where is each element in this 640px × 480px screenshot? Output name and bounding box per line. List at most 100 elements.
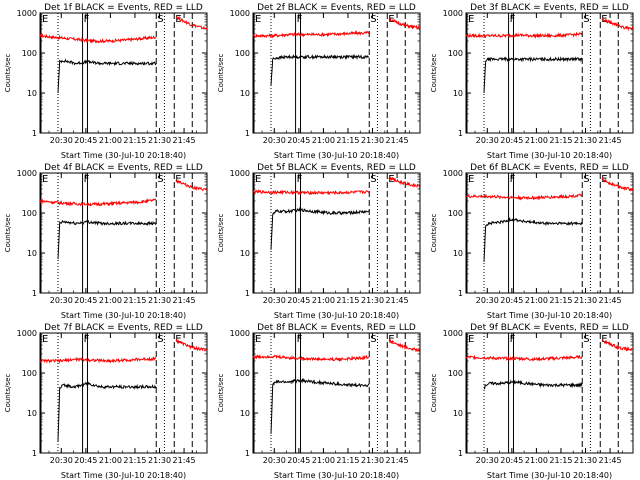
plot-frame: [39, 172, 208, 294]
x-tick-label: 21:00: [525, 296, 548, 305]
series-line: [252, 29, 370, 39]
x-tick-label: 21:15: [123, 456, 146, 465]
chart-title: Det 5f BLACK = Events, RED = LLD: [257, 163, 416, 173]
chart-panel-4: Det 4f BLACK = Events, RED = LLD Start Ti…: [4, 163, 208, 320]
chart-title: Det 3f BLACK = Events, RED = LLD: [470, 3, 629, 13]
x-tick-label: 21:15: [123, 296, 146, 305]
event-marker-label: F: [84, 14, 90, 25]
event-marker-label: E: [255, 14, 261, 25]
x-tick-label: 21:30: [361, 456, 384, 465]
series-line: [270, 206, 370, 250]
plot-frame: [252, 172, 421, 294]
x-tick-label: 21:30: [361, 296, 384, 305]
series-line: [483, 216, 583, 262]
x-tick-label: 21:45: [386, 456, 409, 465]
y-tick-label: 1000: [230, 169, 250, 178]
plot-frame: [465, 332, 634, 454]
y-tick-label: 1000: [17, 9, 37, 18]
y-axis-label: Counts/sec: [217, 54, 225, 93]
series-line: [39, 33, 157, 44]
event-marker-label: F: [297, 14, 303, 25]
x-tick-label: 20:45: [74, 296, 97, 305]
y-tick-label: 1: [245, 129, 250, 138]
x-tick-label: 21:30: [574, 136, 597, 145]
y-tick-label: 1000: [17, 169, 37, 178]
event-marker-label: E: [601, 334, 607, 345]
x-tick-label: 20:30: [263, 136, 286, 145]
series-line: [175, 338, 207, 352]
x-tick-label: 20:30: [476, 456, 499, 465]
event-marker-label: F: [84, 334, 90, 345]
plot-frame: [465, 12, 634, 134]
series-line: [388, 176, 421, 188]
x-tick-label: 21:15: [549, 136, 572, 145]
x-tick-label: 20:45: [287, 296, 310, 305]
y-tick-label: 10: [453, 409, 463, 418]
event-marker-label: E: [175, 334, 181, 345]
event-marker-label: E: [42, 334, 48, 345]
series-line: [466, 193, 583, 201]
event-marker-label: S: [157, 14, 163, 25]
y-tick-label: 1: [245, 449, 250, 458]
x-tick-label: 21:15: [549, 456, 572, 465]
x-axis-label: Start Time (30-Jul-10 20:18:40): [487, 471, 612, 480]
x-tick-label: 21:30: [574, 456, 597, 465]
series-line: [388, 17, 421, 31]
y-tick-label: 100: [448, 369, 463, 378]
y-tick-label: 1: [32, 129, 37, 138]
x-tick-label: 20:30: [476, 136, 499, 145]
x-tick-label: 21:45: [173, 456, 196, 465]
x-tick-label: 21:15: [549, 296, 572, 305]
plot-frame: [39, 332, 208, 454]
y-axis-label: Counts/sec: [217, 214, 225, 253]
x-tick-label: 20:30: [50, 456, 73, 465]
x-tick-label: 20:30: [50, 296, 73, 305]
event-marker-label: S: [583, 14, 589, 25]
x-axis-label: Start Time (30-Jul-10 20:18:40): [61, 151, 186, 160]
x-tick-label: 20:30: [263, 456, 286, 465]
y-tick-label: 10: [240, 409, 250, 418]
event-marker-label: F: [510, 14, 516, 25]
y-tick-label: 100: [235, 209, 250, 218]
y-tick-label: 10: [240, 249, 250, 258]
y-tick-label: 1: [458, 449, 463, 458]
x-tick-label: 21:45: [599, 136, 622, 145]
x-axis-label: Start Time (30-Jul-10 20:18:40): [274, 471, 399, 480]
y-axis-label: Counts/sec: [430, 374, 438, 413]
y-tick-label: 1: [245, 289, 250, 298]
event-marker-label: S: [370, 334, 376, 345]
chart-title: Det 4f BLACK = Events, RED = LLD: [44, 163, 203, 173]
x-tick-label: 20:45: [287, 136, 310, 145]
event-marker-label: E: [601, 14, 607, 25]
y-tick-label: 100: [235, 49, 250, 58]
event-marker-label: E: [42, 174, 48, 185]
x-tick-label: 21:45: [173, 136, 196, 145]
event-marker-label: E: [468, 334, 474, 345]
chart-title: Det 6f BLACK = Events, RED = LLD: [470, 163, 629, 173]
series-line: [175, 179, 208, 192]
x-axis-label: Start Time (30-Jul-10 20:18:40): [274, 151, 399, 160]
y-axis-label: Counts/sec: [4, 214, 12, 253]
x-axis-label: Start Time (30-Jul-10 20:18:40): [61, 471, 186, 480]
event-marker-label: F: [297, 174, 303, 185]
x-tick-label: 20:45: [500, 136, 523, 145]
y-tick-label: 100: [448, 209, 463, 218]
plot-frame: [252, 12, 421, 134]
chart-panel-7: Det 7f BLACK = Events, RED = LLD Start Ti…: [4, 323, 208, 480]
series-line: [601, 339, 634, 352]
x-tick-label: 21:00: [99, 136, 122, 145]
y-axis-label: Counts/sec: [430, 54, 438, 93]
x-tick-label: 20:45: [74, 136, 97, 145]
event-marker-label: S: [583, 334, 589, 345]
x-tick-label: 21:45: [173, 296, 196, 305]
x-tick-label: 21:30: [148, 136, 171, 145]
event-marker-label: S: [370, 14, 376, 25]
x-tick-label: 20:30: [50, 136, 73, 145]
event-marker-label: E: [255, 334, 261, 345]
event-marker-label: S: [370, 174, 376, 185]
y-tick-label: 1000: [17, 329, 37, 338]
event-marker-label: E: [468, 174, 474, 185]
series-line: [175, 15, 208, 30]
x-tick-label: 21:15: [336, 296, 359, 305]
